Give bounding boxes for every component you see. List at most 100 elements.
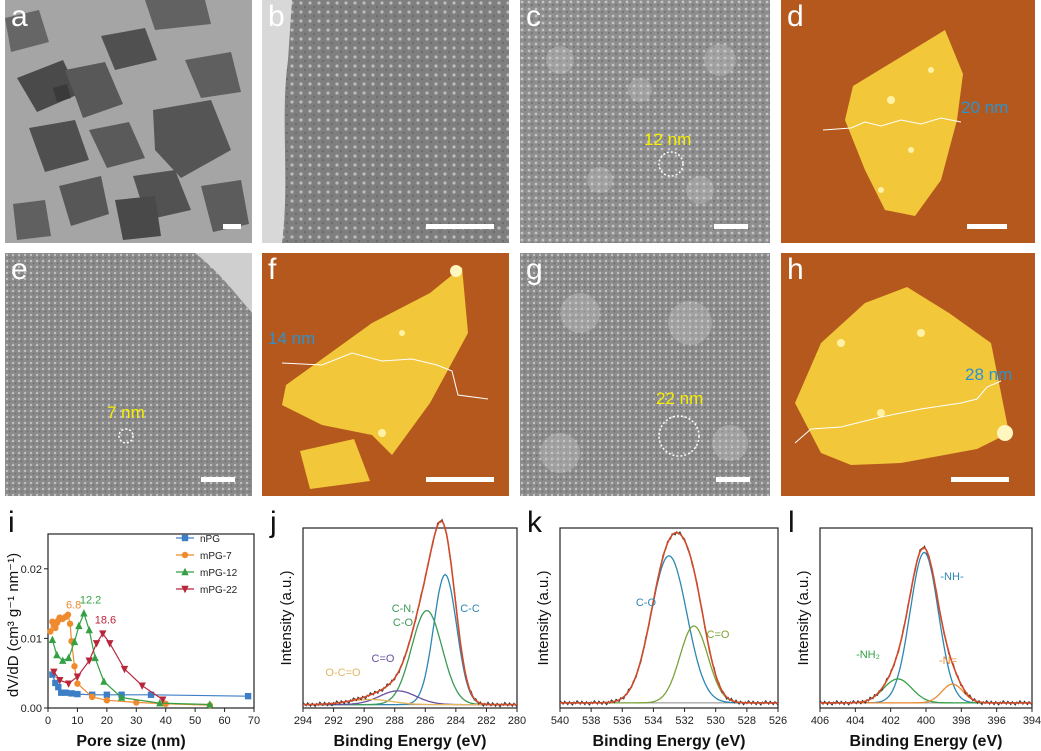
y-axis-label: Intensity (a.u.): [795, 570, 812, 665]
panel-label: i: [8, 506, 15, 539]
x-tick-label: 402: [881, 715, 899, 727]
peak-label: O-C=O: [325, 667, 361, 679]
data-point: [206, 700, 214, 708]
data-point: [55, 683, 62, 691]
x-tick-label: 538: [582, 715, 600, 727]
peak-label: C-C: [460, 603, 480, 615]
data-point: [99, 630, 107, 638]
data-point: [74, 690, 81, 698]
data-point: [52, 624, 59, 632]
x-tick-label: 292: [324, 715, 342, 727]
y-tick-label: 0.01: [21, 633, 42, 645]
x-tick-label: 526: [769, 715, 787, 727]
scale-bar: [967, 224, 1007, 229]
x-tick-label: 396: [987, 715, 1005, 727]
x-tick-label: 10: [71, 715, 83, 727]
x-tick-label: 284: [447, 715, 465, 727]
data-point: [106, 640, 114, 648]
data-point: [156, 698, 164, 707]
legend-label: mPG-12: [200, 568, 238, 579]
data-point: [53, 650, 61, 659]
x-tick-label: 288: [386, 715, 404, 727]
legend-label: nPG: [200, 534, 220, 545]
x-tick-label: 534: [644, 715, 662, 727]
scale-bar: [716, 477, 750, 482]
plot-frame: [819, 527, 1033, 709]
scale-bar: [714, 224, 748, 229]
x-tick-label: 536: [613, 715, 631, 727]
x-tick-label: 60: [218, 715, 230, 727]
x-tick-label: 30: [130, 715, 142, 727]
data-point: [56, 676, 64, 685]
series-mPG-12: [48, 609, 214, 708]
data-point: [50, 668, 58, 677]
x-tick-label: 50: [189, 715, 201, 727]
plot-frame: [559, 527, 779, 709]
height-label: 14 nm: [268, 329, 316, 348]
plot-frame: [47, 533, 255, 709]
data-point: [70, 637, 79, 646]
pore-size-label: 12 nm: [644, 130, 692, 149]
x-tick-label: 20: [101, 715, 113, 727]
x-tick-label: 290: [355, 715, 373, 727]
height-label: 28 nm: [965, 365, 1013, 384]
data-point: [147, 691, 155, 698]
series-mPG-22: [50, 630, 167, 704]
scale-bar: [426, 224, 494, 229]
peak-label: -NH-: [940, 571, 964, 583]
chart-k: k 540 538 536 534 532 530 528 526 Binding Energy …: [527, 506, 787, 750]
x-tick-label: 394: [1023, 715, 1041, 727]
scale-bar: [951, 477, 1009, 482]
x-tick-label: 540: [551, 715, 569, 727]
panel-label: a: [11, 0, 28, 33]
component-curve: [560, 555, 778, 704]
data-point: [88, 693, 96, 701]
panel-label: b: [268, 0, 285, 33]
data-point: [181, 567, 189, 576]
x-tick-label: 294: [294, 715, 312, 727]
legend-label: mPG-22: [200, 585, 238, 596]
data-point: [85, 657, 93, 665]
data-point: [85, 625, 93, 634]
data-point: [59, 656, 67, 664]
x-axis-label: Pore size (nm): [76, 733, 185, 750]
peak-annotation: 12.2: [80, 594, 101, 606]
x-tick-label: 400: [917, 715, 935, 727]
data-point: [48, 635, 57, 643]
data-point: [73, 673, 82, 681]
data-point: [52, 679, 59, 687]
peak-annotation: 6.8: [66, 600, 81, 612]
panel-label: h: [787, 253, 804, 286]
panel-a-sem-image: a: [5, 0, 252, 243]
chart-l: l 406 404 402 400 398 396 394 Binding Energy (eV…: [788, 506, 1041, 750]
data-point: [181, 551, 189, 559]
panel-b-tem-image: b: [262, 0, 509, 243]
fit-envelope: [303, 520, 517, 706]
data-point: [244, 692, 252, 700]
y-axis-label: dV/dD (cm³ g⁻¹ nm⁻¹): [5, 553, 22, 697]
x-tick-label: 528: [738, 715, 756, 727]
charts-row: i 0 10 20 30 40 50 60 70 0.00 0.01 0.02 Pore size (n…: [5, 506, 1041, 750]
peak-label: -NH₂: [856, 649, 880, 661]
x-tick-label: 280: [508, 715, 526, 727]
x-tick-label: 530: [707, 715, 725, 727]
data-point: [68, 690, 75, 697]
panel-c-tem-image: c 12 nm: [520, 0, 770, 243]
data-point: [71, 663, 78, 670]
panel-label: d: [787, 0, 804, 33]
x-tick-label: 282: [477, 715, 495, 727]
peak-label: C-N,: [392, 603, 415, 615]
x-tick-label: 286: [416, 715, 434, 727]
panel-label: j: [269, 506, 277, 539]
chart-i: i 0 10 20 30 40 50 60 70 0.00 0.01 0.02 Pore size (n…: [5, 506, 260, 750]
fit-envelope: [820, 546, 1032, 704]
panel-label: g: [526, 253, 543, 286]
pore-size-label: 7 nm: [107, 403, 145, 422]
fit-envelope: [560, 531, 778, 704]
x-tick-label: 406: [811, 715, 829, 727]
data-point: [181, 534, 189, 542]
x-tick-label: 40: [160, 715, 172, 727]
data-point: [138, 682, 146, 690]
data-point: [120, 665, 129, 674]
data-point: [91, 653, 99, 662]
